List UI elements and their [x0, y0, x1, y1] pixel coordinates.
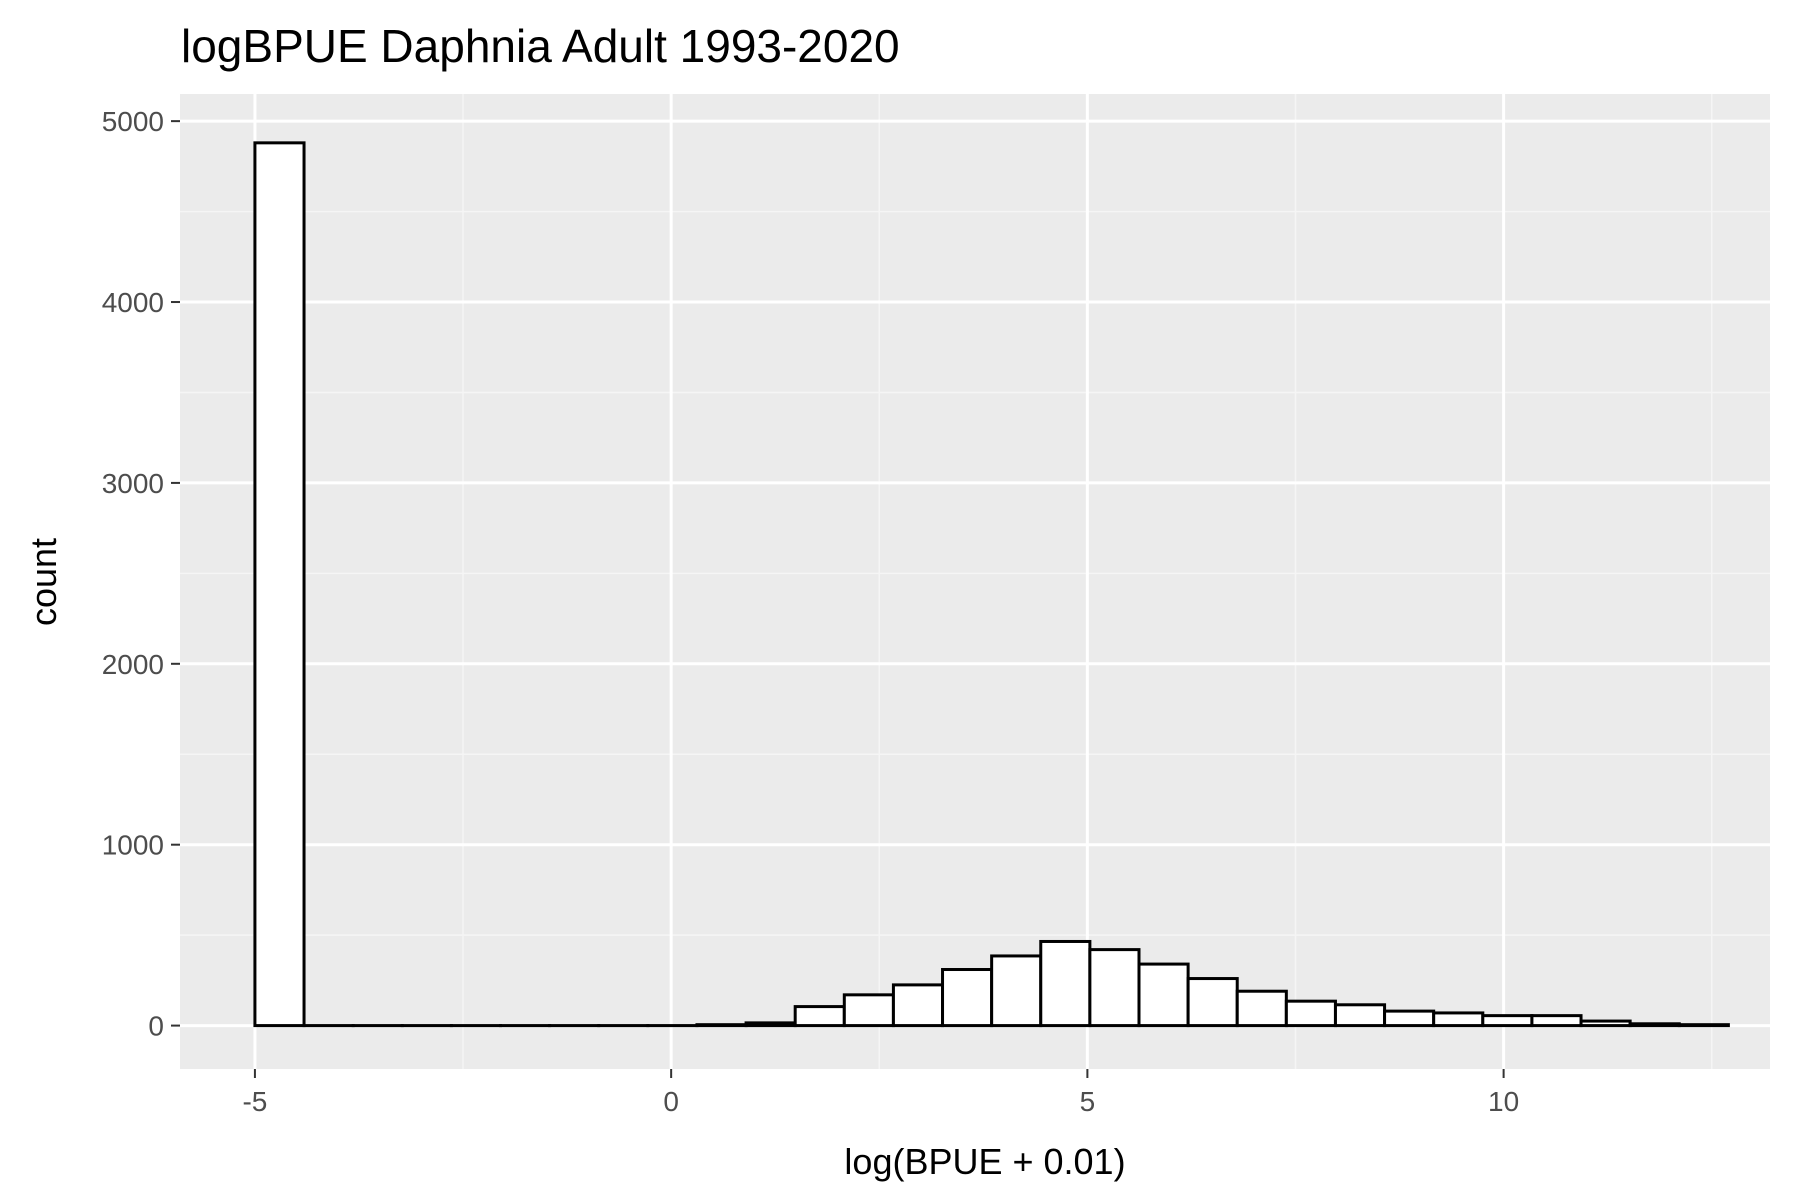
histogram-bar [1579, 1019, 1632, 1028]
y-axis: 0 1000 2000 3000 4000 5000 [102, 106, 180, 1042]
x-axis: -5 0 5 10 [242, 1069, 1519, 1117]
histogram-bar [1235, 989, 1288, 1028]
y-tick-label: 2000 [102, 649, 164, 680]
x-tick-label: -5 [242, 1086, 267, 1117]
histogram-bar [1530, 1014, 1583, 1028]
histogram-bar [1432, 1011, 1485, 1028]
histogram-bar [891, 983, 945, 1028]
x-axis-title: log(BPUE + 0.01) [844, 1141, 1125, 1182]
y-tick-label: 3000 [102, 468, 164, 499]
histogram-bar [1333, 1003, 1387, 1028]
histogram-bar [941, 968, 994, 1028]
y-tick-label: 4000 [102, 287, 164, 318]
histogram-bars [253, 141, 1730, 1028]
histogram-bar [990, 954, 1043, 1028]
plot-panel [180, 94, 1770, 1069]
histogram-bar [695, 1023, 748, 1028]
histogram-bar [1481, 1014, 1534, 1028]
histogram-bar [842, 993, 895, 1028]
y-tick-label: 5000 [102, 106, 164, 137]
histogram-bar [1088, 948, 1141, 1028]
histogram-bar [1186, 977, 1239, 1028]
histogram-bar [1677, 1023, 1730, 1028]
histogram-bar [1137, 962, 1190, 1028]
histogram-bar [1628, 1022, 1681, 1028]
histogram-bar [1039, 939, 1092, 1028]
y-tick-label: 1000 [102, 830, 164, 861]
y-tick-label: 0 [148, 1011, 164, 1042]
x-tick-label: 0 [663, 1086, 679, 1117]
x-tick-label: 5 [1080, 1086, 1096, 1117]
x-tick-label: 10 [1488, 1086, 1519, 1117]
histogram-bar [1383, 1009, 1436, 1028]
histogram-bar [1284, 999, 1337, 1028]
histogram-bar [253, 141, 306, 1028]
histogram-bar [744, 1021, 797, 1028]
histogram-bar [793, 1005, 846, 1028]
chart-title: logBPUE Daphnia Adult 1993-2020 [181, 20, 900, 72]
y-axis-title: count [23, 538, 64, 626]
